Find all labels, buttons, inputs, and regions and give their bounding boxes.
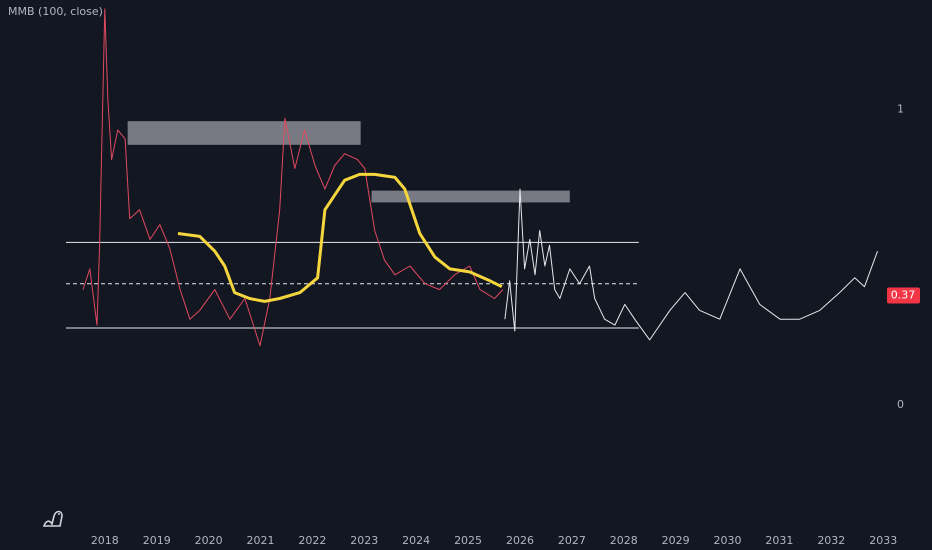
logo bbox=[42, 510, 63, 527]
x-tick-label: 2020 bbox=[195, 534, 223, 547]
x-tick-label: 2029 bbox=[662, 534, 690, 547]
x-tick-label: 2033 bbox=[869, 534, 897, 547]
x-tick-label: 2024 bbox=[402, 534, 430, 547]
zone bbox=[371, 190, 570, 203]
x-tick-label: 2025 bbox=[454, 534, 482, 547]
series-line bbox=[177, 172, 503, 303]
x-tick-label: 2022 bbox=[298, 534, 326, 547]
x-tick-label: 2032 bbox=[817, 534, 845, 547]
x-tick-label: 2031 bbox=[765, 534, 793, 547]
series-line bbox=[504, 188, 878, 341]
zone bbox=[127, 121, 361, 145]
x-tick-label: 2021 bbox=[247, 534, 275, 547]
y-tick-label: 0 bbox=[897, 398, 904, 411]
x-tick-label: 2026 bbox=[506, 534, 534, 547]
last-value-box bbox=[887, 287, 920, 304]
chart-title: MMB (100, close) bbox=[8, 5, 103, 18]
x-tick-label: 2028 bbox=[610, 534, 638, 547]
x-tick-label: 2018 bbox=[91, 534, 119, 547]
y-tick-label: 1 bbox=[897, 102, 904, 115]
x-tick-label: 2030 bbox=[714, 534, 742, 547]
series-line bbox=[82, 8, 504, 347]
x-tick-label: 2023 bbox=[350, 534, 378, 547]
x-tick-label: 2019 bbox=[143, 534, 171, 547]
x-tick-label: 2027 bbox=[558, 534, 586, 547]
last-value-label: 0.37 bbox=[891, 289, 916, 302]
